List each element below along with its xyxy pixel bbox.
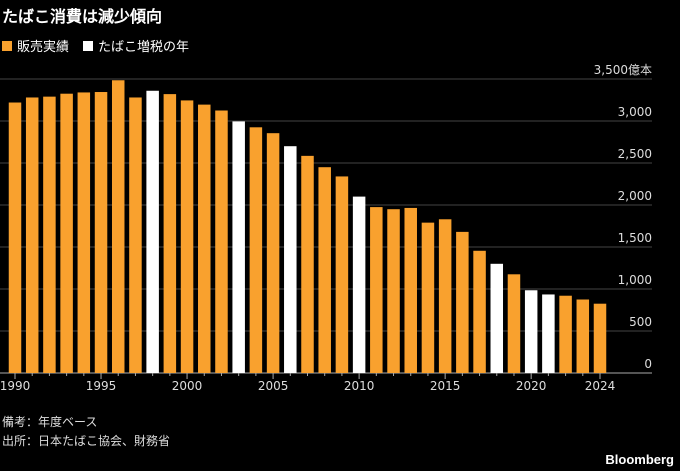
x-tick-label: 2015 [430, 379, 461, 393]
legend-item-sales: 販売実績 [2, 36, 69, 55]
bar-2011 [370, 207, 383, 373]
bar-1990 [8, 102, 22, 374]
bar-2010 [352, 196, 366, 373]
chart-title: たばこ消費は減少傾向 [2, 7, 163, 26]
legend-item-tax: たばこ増税の年 [83, 36, 189, 55]
bar-2013 [404, 207, 417, 373]
bar-2009 [335, 176, 349, 373]
bar-2004 [249, 127, 263, 373]
y-tick-label: 2,500 [618, 147, 652, 161]
x-tick-label: 2005 [258, 379, 289, 393]
bar-2012 [387, 209, 400, 373]
y-tick-label: 1,500 [618, 231, 652, 245]
x-tick-label: 2024 [585, 379, 616, 393]
bar-2006 [284, 146, 297, 373]
bar-2001 [198, 104, 211, 374]
x-tick-label: 1990 [0, 379, 30, 393]
bar-2024 [593, 303, 607, 373]
bar-2021 [542, 294, 555, 373]
legend-label-sales: 販売実績 [17, 40, 70, 55]
x-tick-label: 2010 [344, 379, 375, 393]
bar-1993 [60, 93, 73, 373]
bar-2019 [507, 274, 521, 373]
bar-2017 [473, 250, 486, 373]
y-tick-label: 1,000 [618, 273, 652, 287]
legend-swatch-tax [83, 40, 94, 51]
x-tick-label: 1995 [86, 379, 117, 393]
legend-label-tax: たばこ増税の年 [98, 40, 190, 55]
bar-1992 [43, 96, 56, 373]
bar-2018 [490, 263, 504, 373]
legend: 販売実績 たばこ増税の年 [2, 36, 203, 55]
y-tick-label: 3,000 [618, 105, 652, 119]
bar-2003 [232, 121, 245, 373]
x-tick-label: 2000 [172, 379, 203, 393]
bar-2000 [180, 100, 194, 374]
y-tick-label: 500 [629, 315, 652, 329]
bar-1999 [163, 94, 177, 374]
bar-2022 [559, 295, 572, 373]
bar-2020 [524, 290, 538, 373]
y-tick-label: 0 [644, 357, 652, 371]
bar-2002 [215, 110, 228, 373]
bar-1994 [77, 92, 91, 373]
bar-1995 [94, 92, 108, 374]
x-tick-label: 2020 [516, 379, 547, 393]
bar-2008 [318, 167, 331, 373]
legend-swatch-sales [2, 40, 12, 51]
note-source: 出所：日本たばこ協会、財務省 [2, 434, 171, 448]
bar-1997 [129, 97, 142, 373]
bar-2014 [421, 222, 435, 373]
bar-2007 [301, 155, 314, 373]
bar-2023 [576, 299, 590, 373]
y-tick-label: 2,000 [618, 189, 652, 203]
bloomberg-logo: Bloomberg [605, 452, 674, 467]
bar-2016 [456, 231, 469, 373]
bar-1996 [111, 80, 125, 373]
bar-1991 [25, 97, 39, 373]
bar-2015 [438, 219, 452, 373]
bar-2005 [266, 133, 280, 373]
note-basis: 備考：年度ベース [2, 415, 98, 429]
y-tick-label: 3,500億本 [594, 63, 652, 77]
bar-1998 [146, 90, 159, 373]
